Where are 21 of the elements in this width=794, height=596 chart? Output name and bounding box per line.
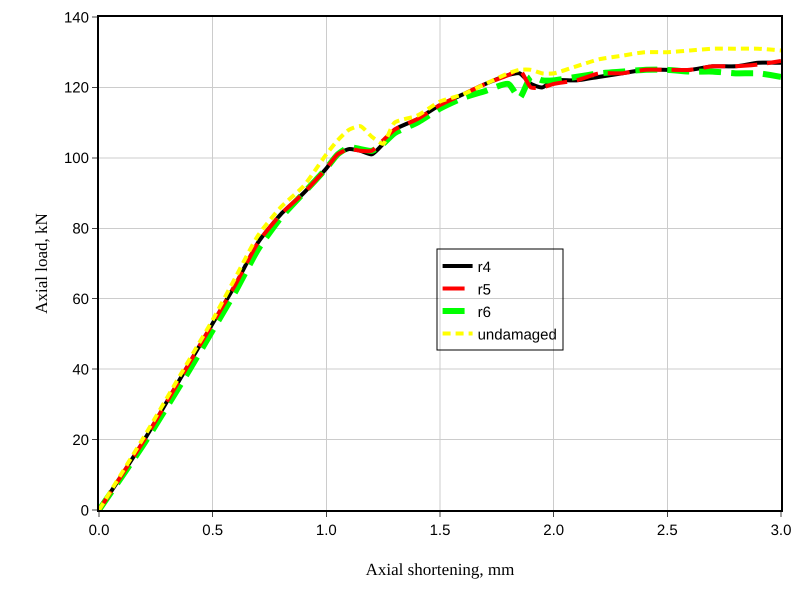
- x-tick-label: 2.0: [543, 522, 564, 539]
- y-tick-label: 20: [72, 432, 89, 449]
- x-tick-label: 0.0: [88, 522, 110, 539]
- y-tick-label: 140: [64, 9, 89, 26]
- y-tick-label: 40: [72, 361, 89, 378]
- legend-label: undamaged: [478, 326, 557, 344]
- y-tick-label: 100: [64, 150, 89, 168]
- y-tick-label: 80: [72, 220, 89, 238]
- y-tick-label: 0: [80, 502, 89, 520]
- x-tick-label: 0.5: [202, 522, 224, 539]
- x-axis-title: Axial shortening, mm: [366, 560, 514, 579]
- y-tick-label: 60: [72, 290, 89, 308]
- legend-label: r5: [478, 281, 491, 298]
- x-tick-label: 3.0: [770, 522, 792, 539]
- x-tick-label: 2.5: [656, 522, 678, 539]
- y-tick-label: 120: [64, 80, 89, 97]
- y-axis-title: Axial load, kN: [32, 213, 52, 314]
- x-tick-label: 1.0: [316, 522, 337, 539]
- legend-label: r4: [478, 258, 491, 276]
- x-tick-label: 1.5: [430, 522, 450, 539]
- legend-label: r6: [478, 304, 491, 321]
